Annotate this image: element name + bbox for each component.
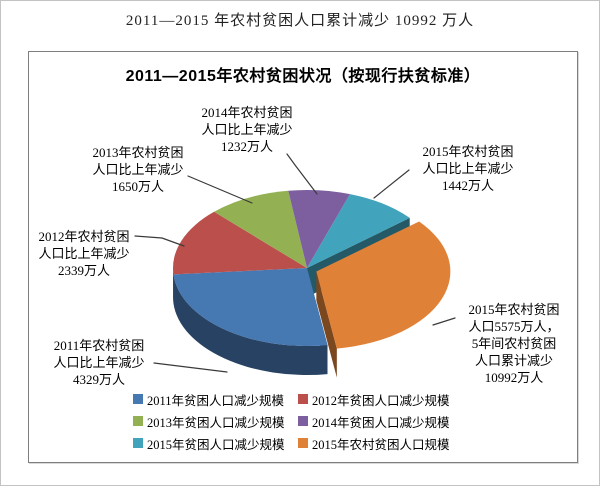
pie-slice-2	[214, 190, 307, 268]
legend-item-2012: 2012年贫困人口减少规模	[298, 390, 450, 409]
leader-lines	[134, 153, 456, 373]
chart-panel: 2011—2015年农村贫困状况（按现行扶贫标准） 2014年农村贫困 人口比上…	[28, 51, 578, 463]
legend-item-2014: 2014年贫困人口减少规模	[298, 412, 450, 431]
leader-line-2011	[153, 362, 228, 373]
legend-label: 2015年贫困人口减少规模	[147, 437, 285, 452]
legend-label: 2012年贫困人口减少规模	[312, 393, 450, 408]
leader-line-2012	[134, 235, 185, 247]
pie-slice-3	[288, 190, 351, 268]
page-title: 2011—2015 年农村贫困人口累计减少 10992 万人	[125, 13, 475, 29]
callout-2015-reduction: 2015年农村贫困 人口比上年减少 1442万人	[422, 144, 514, 193]
legend-swatch	[298, 438, 308, 448]
pie-slice-4	[307, 194, 410, 268]
leader-line-2015-scale	[432, 317, 456, 326]
legend-label: 2013年贫困人口减少规模	[147, 415, 285, 430]
legend-item-2011: 2011年贫困人口减少规模	[133, 390, 298, 409]
legend-swatch	[298, 416, 308, 426]
legend-item-2015-scale: 2015年农村贫困人口规模	[298, 434, 450, 453]
legend-label: 2011年贫困人口减少规模	[147, 393, 285, 408]
legend-label: 2014年贫困人口减少规模	[312, 415, 450, 430]
pie-slice-5	[316, 221, 451, 349]
legend: 2011年贫困人口减少规模 2012年贫困人口减少规模 2013年贫困人口减少规…	[133, 388, 450, 454]
pie-slices	[173, 190, 451, 378]
legend-swatch	[133, 394, 143, 404]
legend-item-2013: 2013年贫困人口减少规模	[133, 412, 298, 431]
legend-label: 2015年农村贫困人口规模	[312, 437, 450, 452]
pie-chart	[134, 153, 456, 378]
legend-item-2015-reduction: 2015年贫困人口减少规模	[133, 434, 298, 453]
pie-slice-face-5	[316, 271, 337, 378]
callout-2014: 2014年农村贫困 人口比上年减少 1232万人	[201, 105, 293, 154]
legend-swatch	[133, 416, 143, 426]
chart-title: 2011—2015年农村贫困状况（按现行扶贫标准）	[125, 68, 481, 85]
callout-2011: 2011年农村贫困 人口比上年减少 4329万人	[53, 338, 145, 387]
callout-2013: 2013年农村贫困 人口比上年减少 1650万人	[92, 145, 184, 194]
legend-swatch	[298, 394, 308, 404]
leader-line-2013	[187, 175, 253, 204]
pie-slice-1	[173, 211, 307, 275]
callout-2015-scale: 2015年农村贫困 人口5575万人， 5年间农村贫困 人口累计减少 10992…	[468, 302, 560, 385]
callout-2012: 2012年农村贫困 人口比上年减少 2339万人	[38, 229, 130, 278]
leader-line-2015-reduction	[373, 169, 410, 199]
pie-slice-0	[173, 268, 328, 346]
leader-line-2014	[286, 153, 318, 195]
legend-swatch	[133, 438, 143, 448]
pie-slice-wall-0	[173, 274, 328, 375]
